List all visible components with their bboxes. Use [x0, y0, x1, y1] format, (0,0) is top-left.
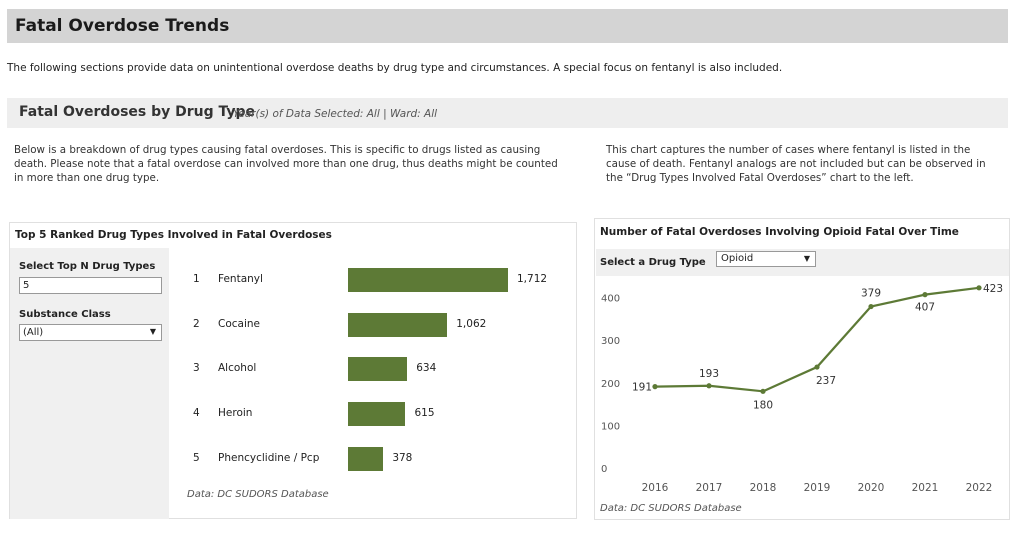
bar-value-label: 378 — [392, 452, 413, 464]
bar-value-label: 615 — [414, 407, 435, 419]
drug-type-value: Opioid — [721, 253, 754, 264]
category-label: Phencyclidine / Pcp — [218, 452, 320, 464]
chevron-down-icon: ▼ — [149, 327, 156, 336]
data-point[interactable] — [976, 285, 982, 291]
x-tick-label: 2022 — [966, 482, 993, 494]
rank-number: 5 — [193, 452, 200, 464]
section-filter-summary: Year(s) of Data Selected: All | Ward: Al… — [233, 108, 438, 120]
x-tick-label: 2018 — [750, 482, 777, 494]
drug-type-dropdown[interactable]: Opioid ▼ — [716, 251, 816, 267]
topn-input[interactable]: 5 — [19, 277, 162, 294]
ranked-bar-chart: 1 Fentanyl 1,712 2 Cocaine 1,062 3 Alcohol 634 4 H… — [179, 248, 577, 498]
y-tick-label: 100 — [601, 421, 620, 432]
opioid-line-chart: 0 100 200 300 400 2016 2017 2018 2019 2020 2021 202… — [601, 283, 1003, 494]
top-drug-types-panel: Top 5 Ranked Drug Types Involved in Fata… — [9, 222, 577, 519]
opioid-trend-panel: Number of Fatal Overdoses Involving Opio… — [594, 218, 1010, 520]
intro-text: The following sections provide data on u… — [7, 62, 783, 74]
y-tick-label: 200 — [601, 379, 620, 390]
bar[interactable] — [348, 447, 384, 471]
top-drug-types-title: Top 5 Ranked Drug Types Involved in Fata… — [15, 229, 332, 241]
bar-value-label: 1,712 — [517, 273, 548, 285]
data-label: 379 — [861, 288, 881, 300]
rank-number: 1 — [193, 273, 200, 285]
x-tick-label: 2017 — [696, 482, 723, 494]
bar-row: 4 Heroin 615 — [179, 400, 577, 428]
y-tick-label: 300 — [601, 336, 620, 347]
substance-class-dropdown[interactable]: (All) ▼ — [19, 324, 162, 341]
category-label: Alcohol — [218, 362, 257, 374]
data-point[interactable] — [760, 388, 766, 394]
drug-type-select-label: Select a Drug Type — [600, 257, 706, 268]
y-tick-label: 400 — [601, 294, 620, 305]
x-tick-label: 2019 — [804, 482, 831, 494]
bar[interactable] — [348, 268, 508, 292]
data-label: 237 — [816, 375, 836, 387]
x-tick-label: 2020 — [858, 482, 885, 494]
data-point[interactable] — [922, 292, 928, 298]
y-tick-label: 0 — [601, 464, 607, 475]
data-point[interactable] — [652, 384, 658, 390]
bar-row: 5 Phencyclidine / Pcp 378 — [179, 445, 577, 473]
data-label: 180 — [753, 399, 773, 411]
bar[interactable] — [348, 402, 406, 426]
bar[interactable] — [348, 357, 408, 381]
rank-number: 4 — [193, 407, 200, 419]
section-header: Fatal Overdoses by Drug Type Year(s) of … — [7, 98, 1008, 128]
substance-class-value: (All) — [23, 327, 44, 338]
topn-label: Select Top N Drug Types — [19, 261, 156, 272]
x-tick-label: 2016 — [642, 482, 669, 494]
rank-number: 3 — [193, 362, 200, 374]
bar-row: 3 Alcohol 634 — [179, 355, 577, 383]
data-point[interactable] — [706, 383, 712, 389]
data-label: 407 — [915, 302, 935, 314]
bar-row: 2 Cocaine 1,062 — [179, 311, 577, 339]
drug-type-select-band: Select a Drug Type Opioid ▼ — [596, 249, 1009, 276]
category-label: Cocaine — [218, 318, 260, 330]
bar-row: 1 Fentanyl 1,712 — [179, 266, 577, 294]
x-tick-label: 2021 — [912, 482, 939, 494]
section-title: Fatal Overdoses by Drug Type — [19, 104, 256, 120]
bar-value-label: 1,062 — [456, 318, 487, 330]
data-point[interactable] — [814, 364, 820, 370]
fentanyl-description: This chart captures the number of cases … — [606, 144, 986, 184]
data-source-note: Data: DC SUDORS Database — [187, 489, 329, 500]
substance-class-label: Substance Class — [19, 309, 111, 320]
bar[interactable] — [348, 313, 448, 337]
data-label: 423 — [983, 283, 1003, 295]
category-label: Fentanyl — [218, 273, 263, 285]
data-label: 191 — [632, 382, 652, 394]
opioid-trend-title: Number of Fatal Overdoses Involving Opio… — [600, 226, 959, 238]
rank-number: 2 — [193, 318, 200, 330]
data-point[interactable] — [868, 303, 874, 310]
category-label: Heroin — [218, 407, 253, 419]
page-title: Fatal Overdose Trends — [15, 16, 230, 36]
chevron-down-icon: ▼ — [803, 254, 810, 263]
data-label: 193 — [699, 368, 719, 380]
bar-value-label: 634 — [416, 362, 437, 374]
filter-column: Select Top N Drug Types 5 Substance Clas… — [10, 248, 169, 519]
data-source-note: Data: DC SUDORS Database — [600, 503, 742, 514]
page-header: Fatal Overdose Trends — [7, 9, 1008, 43]
drug-type-description: Below is a breakdown of drug types causi… — [14, 144, 558, 184]
